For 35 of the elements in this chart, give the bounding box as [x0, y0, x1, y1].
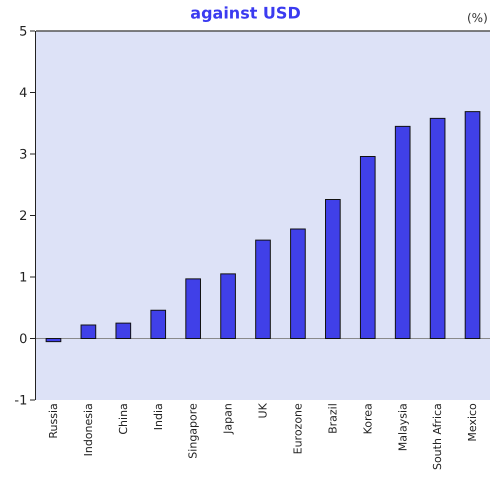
chart-title: against USD: [190, 3, 301, 22]
y-tick-label: 1: [19, 270, 28, 286]
y-tick-label: 5: [19, 24, 28, 40]
bar: [464, 111, 480, 339]
bar: [150, 310, 166, 339]
bar: [220, 273, 236, 339]
x-tick-label: Russia: [47, 403, 60, 439]
bar: [115, 322, 132, 339]
bar: [80, 324, 96, 339]
text: (%): [467, 11, 488, 25]
x-tick-label: China: [116, 403, 130, 435]
bar: [430, 118, 446, 339]
x-tick-label: Mexico: [466, 402, 480, 442]
x-tick-label: India: [152, 403, 165, 430]
x-tick-label: Indonesia: [82, 403, 95, 456]
bar: [255, 240, 271, 339]
y-tick-label: 3: [19, 148, 28, 163]
bar: [360, 156, 376, 339]
bar: [325, 199, 341, 339]
x-tick-label: Eurozone: [291, 402, 304, 454]
y-tick-label: 0: [19, 332, 28, 348]
y-tick-label: 4: [19, 86, 28, 102]
bar: [185, 278, 201, 339]
x-tick-label: South Africa: [431, 403, 444, 470]
x-tick-label: Brazil: [326, 403, 340, 434]
x-tick-label: Japan: [222, 403, 235, 435]
x-tick-label: Singapore: [186, 402, 200, 459]
bar: [394, 126, 411, 339]
bar: [46, 338, 62, 342]
x-tick-label: Korea: [361, 403, 374, 434]
bar: [290, 228, 306, 339]
y-tick-label: 2: [19, 209, 28, 224]
x-tick-label: Malaysia: [396, 403, 410, 452]
x-tick-label: UK: [256, 402, 270, 418]
y-tick-label: -1: [14, 394, 28, 409]
